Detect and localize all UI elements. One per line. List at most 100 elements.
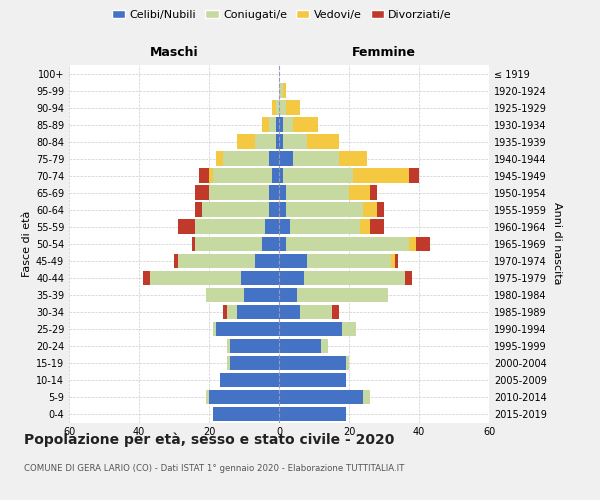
Bar [279,100,300,115]
Bar [205,288,279,302]
Bar [209,390,279,404]
Bar [195,220,279,234]
Bar [227,338,279,353]
Bar [279,270,405,285]
Bar [279,288,388,302]
Bar [237,134,279,149]
Bar [178,254,279,268]
Bar [279,202,384,217]
Bar [279,168,409,183]
Bar [279,220,359,234]
Bar [220,372,279,387]
Bar [279,390,370,404]
Bar [275,100,279,115]
Bar [279,356,349,370]
Bar [262,118,279,132]
Bar [275,134,279,149]
Bar [212,407,279,421]
Bar [279,407,346,421]
Bar [195,236,279,251]
Bar [279,152,338,166]
Bar [279,186,370,200]
Bar [269,202,279,217]
Bar [209,186,279,200]
Bar [279,390,370,404]
Bar [279,407,346,421]
Bar [279,168,419,183]
Bar [269,118,279,132]
Bar [279,322,356,336]
Bar [220,372,279,387]
Bar [279,322,356,336]
Bar [279,356,346,370]
Bar [254,134,279,149]
Bar [212,168,279,183]
Bar [230,338,279,353]
Bar [279,220,384,234]
Bar [279,168,353,183]
Bar [279,236,430,251]
Bar [279,168,283,183]
Y-axis label: Anni di nascita: Anni di nascita [552,202,562,285]
Bar [227,356,279,370]
Bar [149,270,279,285]
Bar [279,390,363,404]
Bar [241,270,279,285]
Bar [279,338,328,353]
Bar [279,202,363,217]
Bar [227,338,279,353]
Y-axis label: Fasce di età: Fasce di età [22,210,32,277]
Bar [279,152,367,166]
Bar [254,254,279,268]
Bar [279,304,338,319]
Bar [227,356,279,370]
Bar [279,118,293,132]
Bar [279,338,328,353]
Bar [279,372,346,387]
Bar [279,118,283,132]
Bar [279,100,286,115]
Bar [279,152,367,166]
Bar [279,186,286,200]
Bar [205,390,279,404]
Bar [279,220,290,234]
Bar [212,407,279,421]
Bar [279,186,349,200]
Legend: Celibi/Nubili, Coniugati/e, Vedovi/e, Divorziati/e: Celibi/Nubili, Coniugati/e, Vedovi/e, Di… [107,6,457,25]
Bar [279,322,342,336]
Bar [279,304,331,319]
Bar [220,372,279,387]
Bar [279,84,286,98]
Bar [143,270,279,285]
Text: Femmine: Femmine [352,46,416,59]
Bar [279,84,283,98]
Bar [279,134,338,149]
Bar [279,372,346,387]
Bar [265,220,279,234]
Bar [272,168,279,183]
Bar [216,152,279,166]
Bar [223,304,279,319]
Bar [212,322,279,336]
Bar [279,152,293,166]
Bar [279,254,391,268]
Bar [202,202,279,217]
Bar [279,118,317,132]
Bar [279,372,346,387]
Bar [269,152,279,166]
Bar [262,118,279,132]
Bar [279,118,317,132]
Bar [279,304,300,319]
Bar [279,356,349,370]
Bar [195,202,279,217]
Bar [178,220,279,234]
Bar [223,152,279,166]
Bar [195,220,279,234]
Bar [209,168,279,183]
Bar [279,100,300,115]
Bar [279,288,296,302]
Bar [237,134,279,149]
Bar [227,304,279,319]
Bar [269,186,279,200]
Bar [279,134,283,149]
